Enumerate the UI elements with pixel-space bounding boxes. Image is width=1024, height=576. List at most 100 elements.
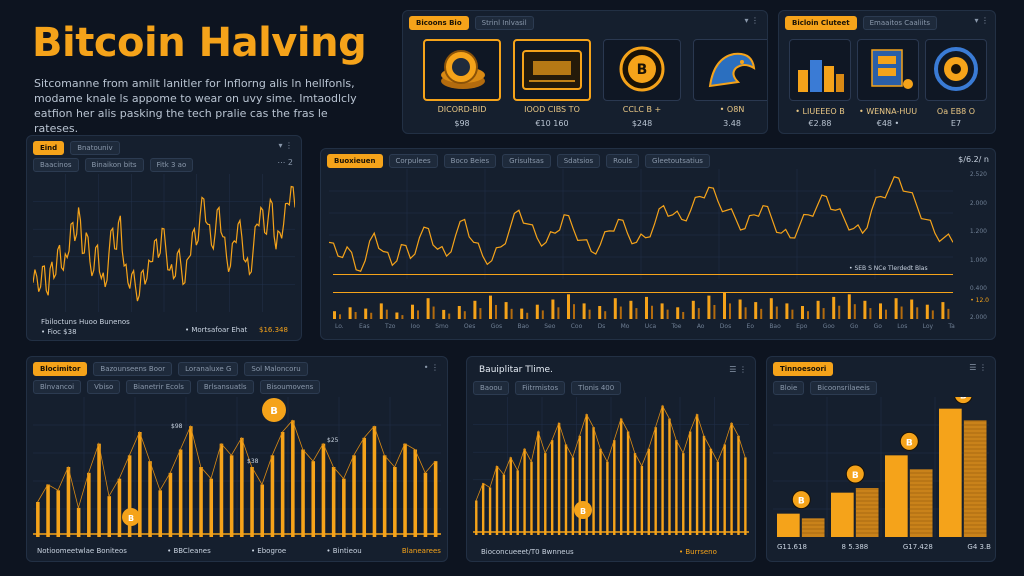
volume-bar xyxy=(769,298,773,319)
volume-bar xyxy=(785,303,789,319)
volume-bar xyxy=(801,306,804,319)
volume-bar xyxy=(567,294,570,319)
tab-cluster[interactable]: Bicloin Cluteet xyxy=(785,16,857,30)
tile-ring[interactable] xyxy=(925,39,987,101)
bar xyxy=(413,449,418,537)
subtab-filters[interactable]: Fiitrmistos xyxy=(515,381,566,395)
volume-bar xyxy=(364,308,368,319)
bar xyxy=(654,427,657,535)
panel-menu-icon[interactable]: ▾ ⋮ xyxy=(974,16,989,25)
volume-bar xyxy=(613,298,617,319)
baseline xyxy=(333,274,953,275)
bar xyxy=(682,453,685,535)
volume-bar xyxy=(941,302,945,319)
tile-caption: Oa EB8 O xyxy=(936,107,976,116)
bar xyxy=(481,483,485,535)
panel-menu-icon[interactable]: ▾ ⋮ xyxy=(278,141,293,150)
bar xyxy=(557,422,561,535)
subtab-tlonis[interactable]: Tlonis 400 xyxy=(571,381,622,395)
volume-bar xyxy=(853,304,856,319)
bar xyxy=(885,455,908,537)
tile-bitcoin[interactable]: B xyxy=(603,39,681,101)
bar xyxy=(209,478,214,537)
subtab-baoou[interactable]: Baoou xyxy=(473,381,510,395)
tab-overview[interactable]: Buoxieuen xyxy=(327,154,383,168)
x-tick: Go xyxy=(850,323,859,330)
bar xyxy=(301,449,305,537)
tab-computers[interactable]: Corpulees xyxy=(388,154,438,168)
halving-events-panel: Blocimitor Bazounseens Boor Loranaluxe G… xyxy=(26,356,448,562)
subtab-coins[interactable]: Bicoonsrilaeeis xyxy=(810,381,877,395)
panel-menu-icon[interactable]: • ⋮ xyxy=(423,363,439,372)
tab-rolls[interactable]: Rouls xyxy=(606,154,640,168)
bar xyxy=(488,487,492,535)
tile-miner[interactable] xyxy=(857,39,919,101)
subtab-movers[interactable]: Bisoumovens xyxy=(259,380,321,394)
tile-dragon[interactable] xyxy=(693,39,767,101)
volume-bar xyxy=(885,309,887,319)
bar xyxy=(178,449,183,537)
tab-stats[interactable]: Sdatsios xyxy=(556,154,601,168)
panel-menu-icon[interactable]: ☰ ⋮ xyxy=(729,365,747,374)
tab-strategy[interactable]: Strinl Inlvasil xyxy=(474,16,534,30)
tab-capacity[interactable]: Emaaitos Caaliits xyxy=(862,16,937,30)
x-tick: Bao xyxy=(769,323,781,330)
hero-description: Sitcomanne from amilt lanitler for lnflo… xyxy=(34,77,357,135)
volume-bar xyxy=(432,306,435,319)
x-tick: Toe xyxy=(671,323,682,330)
tile-ticket[interactable] xyxy=(513,39,591,101)
bar xyxy=(613,440,616,535)
bar xyxy=(647,448,650,535)
bar xyxy=(619,418,623,535)
subtab-advance[interactable]: Blnvancoi xyxy=(33,380,82,394)
subtab-results[interactable]: Brlsansuatls xyxy=(196,380,254,394)
tab-featured[interactable]: Bicoons Bio xyxy=(409,16,469,30)
volume-bar xyxy=(448,313,451,319)
x-tick: Uca xyxy=(644,323,657,330)
subtab-metric[interactable]: Bianetrir Ecols xyxy=(126,380,191,394)
volume-bar xyxy=(457,306,461,319)
volume-bar xyxy=(598,306,602,319)
volume-bar xyxy=(916,307,919,319)
legend-item: Blanearees xyxy=(401,547,441,555)
x-tick: Ds xyxy=(597,323,606,330)
tile-coin-stack[interactable] xyxy=(423,39,501,101)
tab-rewards[interactable]: Tinnoesoori xyxy=(773,362,834,376)
tab-find[interactable]: Eind xyxy=(33,141,65,155)
bitcoin-marker-icon: B xyxy=(122,508,140,526)
bar xyxy=(46,484,50,537)
reward-bar-chart: B B B B xyxy=(773,397,989,537)
subtab-basic[interactable]: Baacinos xyxy=(33,158,79,172)
subtab-bits[interactable]: Binaikon bits xyxy=(84,158,144,172)
bar xyxy=(321,443,326,537)
volume-bar xyxy=(791,309,794,319)
volume-bar xyxy=(775,306,778,319)
tile-value: €48 • xyxy=(876,119,900,128)
price-readout: $/6.2/ n xyxy=(958,155,989,164)
panel-menu-icon[interactable]: ☰ ⋮ xyxy=(969,363,987,372)
subtab-bloie[interactable]: Bloie xyxy=(773,381,805,395)
bar xyxy=(403,443,407,537)
tile-city[interactable] xyxy=(789,39,851,101)
volume-bar xyxy=(573,304,575,319)
subtab-view[interactable]: Vbiso xyxy=(87,380,121,394)
bar xyxy=(675,440,678,535)
bar xyxy=(127,455,132,537)
tab-boco[interactable]: Boco Beies xyxy=(443,154,497,168)
tab-blocks[interactable]: Blocimitor xyxy=(33,362,88,376)
volume-bar xyxy=(760,308,763,319)
bar xyxy=(801,518,825,537)
tab-sol[interactable]: Sol Maloncoru xyxy=(244,362,308,376)
panel-menu-icon[interactable]: ▾ ⋮ xyxy=(744,16,759,25)
volume-bar xyxy=(707,295,711,319)
bar xyxy=(382,455,387,537)
tab-results[interactable]: Grisultsas xyxy=(502,154,551,168)
subtab-filter[interactable]: Fitk 3 ao xyxy=(149,158,194,172)
tab-overview[interactable]: Bnatouniv xyxy=(70,141,120,155)
coin-stack-icon xyxy=(441,50,485,89)
tab-bazounseens[interactable]: Bazounseens Boor xyxy=(93,362,173,376)
tab-lorana[interactable]: Loranaluxe G xyxy=(178,362,239,376)
main-price-panel: Buoxieuen Corpulees Boco Beies Grisultsa… xyxy=(320,148,996,340)
tab-gleetout[interactable]: Gleetoutsatius xyxy=(645,154,710,168)
